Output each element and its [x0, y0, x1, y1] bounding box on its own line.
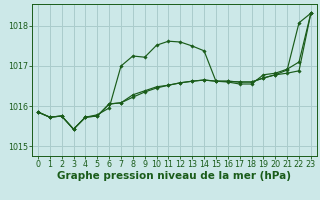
X-axis label: Graphe pression niveau de la mer (hPa): Graphe pression niveau de la mer (hPa) [57, 171, 292, 181]
